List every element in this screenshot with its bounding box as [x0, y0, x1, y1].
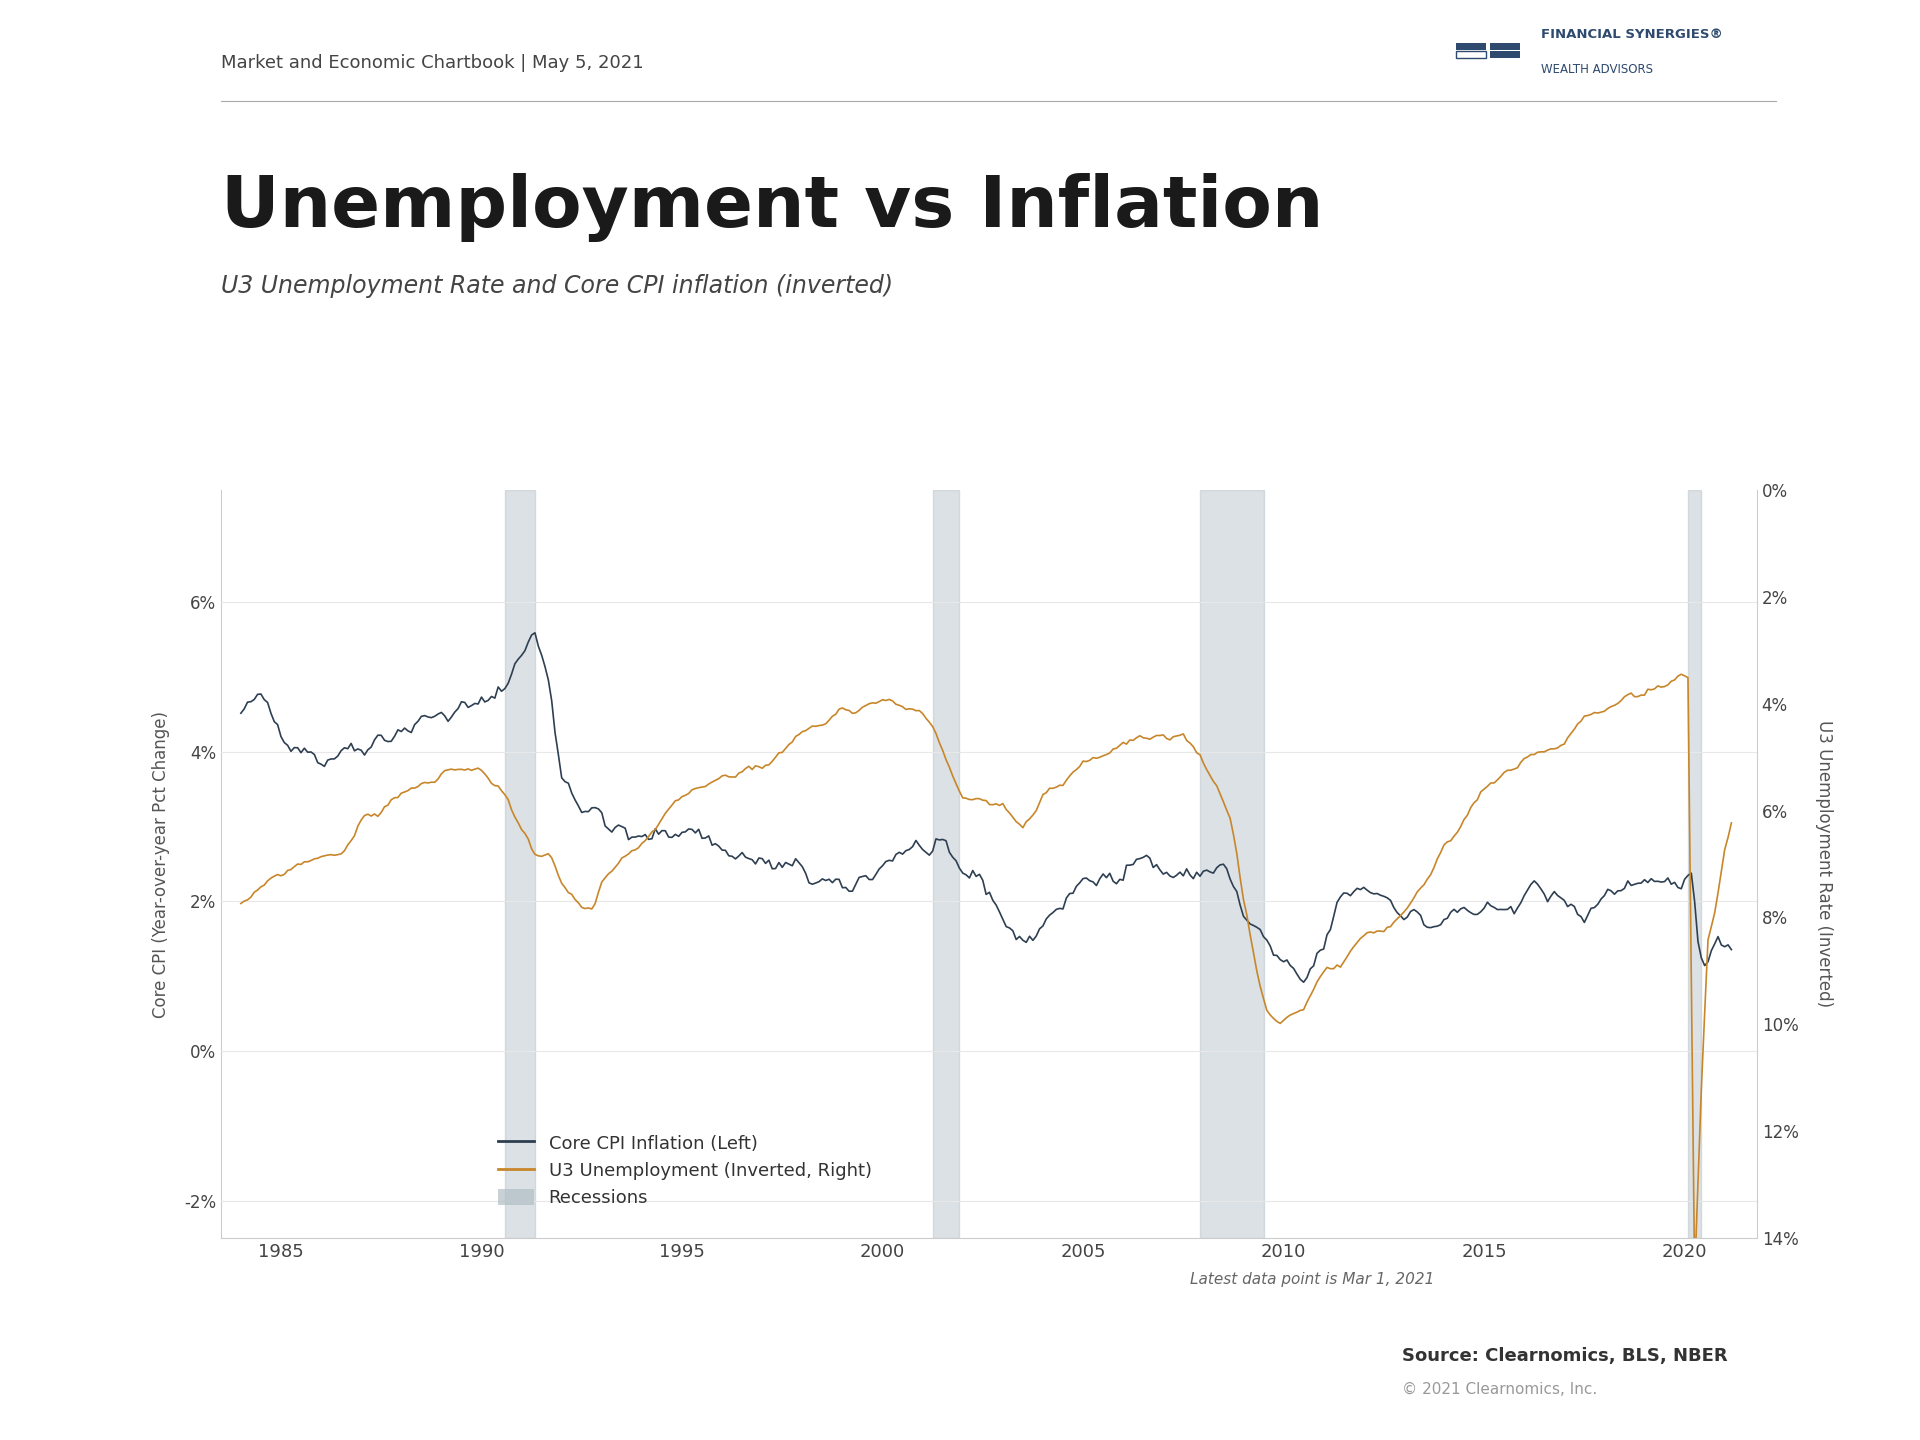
Text: Source: Clearnomics, BLS, NBER: Source: Clearnomics, BLS, NBER — [1402, 1346, 1728, 1365]
FancyBboxPatch shape — [1455, 43, 1486, 50]
Text: FINANCIAL SYNERGIES®: FINANCIAL SYNERGIES® — [1542, 27, 1722, 40]
FancyBboxPatch shape — [1490, 43, 1521, 50]
Text: Latest data point is Mar 1, 2021: Latest data point is Mar 1, 2021 — [1190, 1273, 1434, 1287]
Text: U3 Unemployment Rate and Core CPI inflation (inverted): U3 Unemployment Rate and Core CPI inflat… — [221, 274, 893, 298]
Text: Unemployment vs Inflation: Unemployment vs Inflation — [221, 173, 1323, 242]
Y-axis label: Core CPI (Year-over-year Pct Change): Core CPI (Year-over-year Pct Change) — [152, 710, 171, 1018]
Bar — [933, 490, 960, 1238]
Bar — [505, 490, 536, 1238]
Text: WEALTH ADVISORS: WEALTH ADVISORS — [1542, 63, 1653, 76]
FancyBboxPatch shape — [1490, 52, 1521, 59]
Text: © 2021 Clearnomics, Inc.: © 2021 Clearnomics, Inc. — [1402, 1382, 1597, 1397]
Legend: Core CPI Inflation (Left), U3 Unemployment (Inverted, Right), Recessions: Core CPI Inflation (Left), U3 Unemployme… — [492, 1128, 879, 1214]
FancyBboxPatch shape — [1455, 52, 1486, 59]
Bar — [1200, 490, 1263, 1238]
Text: Market and Economic Chartbook | May 5, 2021: Market and Economic Chartbook | May 5, 2… — [221, 53, 643, 72]
Y-axis label: U3 Unemployment Rate (Inverted): U3 Unemployment Rate (Inverted) — [1814, 720, 1834, 1008]
Bar — [1688, 490, 1701, 1238]
Text: U.S. Economy: U.S. Economy — [29, 629, 52, 811]
